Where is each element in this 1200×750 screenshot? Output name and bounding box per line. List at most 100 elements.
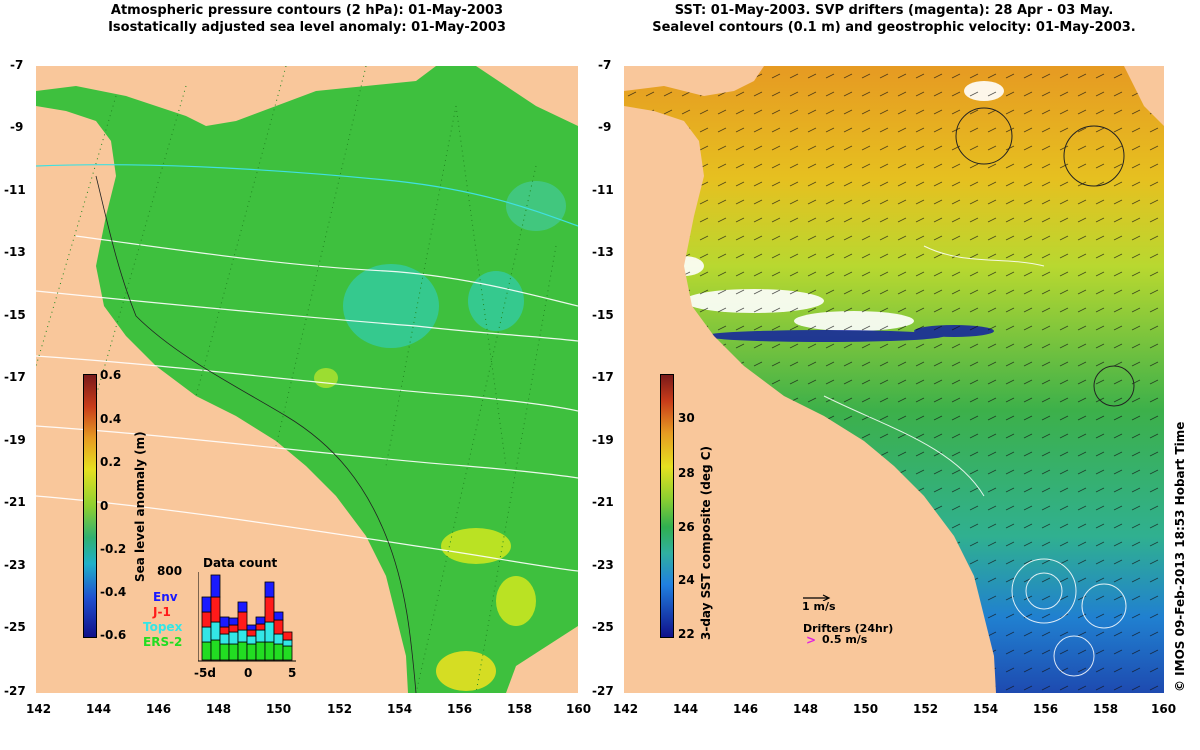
right-map	[624, 66, 1164, 693]
left-cyan-contour	[36, 164, 578, 227]
lat-tick: -23	[592, 558, 614, 572]
lat-tick: -13	[4, 245, 26, 259]
colorbar-tick: 0.4	[100, 412, 122, 426]
left-anomaly-low-1	[343, 264, 439, 348]
drifters-speed-label: 0.5 m/s	[822, 633, 868, 646]
lat-tick: -7	[598, 58, 612, 72]
left-anomaly-high-4	[314, 368, 338, 388]
lat-tick: -21	[592, 495, 614, 509]
left-land-se	[506, 626, 578, 693]
lat-tick: -27	[592, 684, 614, 698]
lon-tick: 154	[973, 702, 999, 716]
lat-tick: -17	[592, 370, 614, 384]
colorbar-tick: 30	[678, 411, 695, 425]
lon-tick: 146	[733, 702, 759, 716]
credit-text: © IMOS 09-Feb-2013 18:53 Hobart Time	[1173, 421, 1187, 692]
left-land-png	[36, 66, 436, 126]
data-count-histogram	[198, 572, 296, 662]
left-anomaly-high-1	[441, 528, 511, 564]
lat-tick: -17	[4, 370, 26, 384]
left-satellite-tracks	[36, 66, 557, 693]
left-anomaly-high-3	[436, 651, 496, 691]
lon-tick: 154	[387, 702, 413, 716]
drifter-marker-icon: >	[806, 633, 817, 647]
colorbar-tick: 28	[678, 466, 695, 480]
right-dark-contours	[955, 107, 1135, 407]
lat-tick: -7	[10, 58, 24, 72]
colorbar-tick: 26	[678, 520, 695, 534]
right-title-line2: Sealevel contours (0.1 m) and geostrophi…	[652, 20, 1136, 35]
colorbar-tick: -0.4	[100, 585, 127, 599]
lat-tick: -23	[4, 558, 26, 572]
lat-tick: -19	[592, 433, 614, 447]
left-pressure-contours	[36, 235, 578, 572]
right-land-ne	[1124, 66, 1164, 126]
legend-j1: J-1	[153, 605, 171, 619]
histogram-xtick: 0	[244, 666, 253, 680]
lat-tick: -27	[4, 684, 26, 698]
data-count-ymax: 800	[157, 564, 183, 578]
lon-tick: 144	[673, 702, 699, 716]
left-title-line2: Isostatically adjusted sea level anomaly…	[108, 20, 506, 35]
lon-tick: 160	[1151, 702, 1177, 716]
lat-tick: -9	[598, 120, 612, 134]
left-land-ne	[476, 66, 578, 126]
lon-tick: 150	[853, 702, 879, 716]
lat-tick: -19	[4, 433, 26, 447]
velocity-scale-label: 1 m/s	[802, 600, 836, 613]
left-map	[36, 66, 578, 693]
colorbar-tick: -0.6	[100, 628, 127, 642]
lat-tick: -25	[4, 620, 26, 634]
lat-tick: -9	[10, 120, 24, 134]
legend-env: Env	[153, 590, 178, 604]
lon-tick: 158	[507, 702, 533, 716]
lat-tick: -11	[4, 183, 26, 197]
lon-tick: 158	[1093, 702, 1119, 716]
lon-tick: 156	[447, 702, 473, 716]
lon-tick: 160	[566, 702, 592, 716]
lon-tick: 148	[206, 702, 232, 716]
right-land-png	[624, 66, 764, 96]
colorbar-tick: 0.6	[100, 368, 122, 382]
colorbar-tick: 0	[100, 499, 109, 513]
left-anomaly-high-2	[496, 576, 536, 626]
left-colorbar-label: Sea level anomaly (m)	[133, 431, 147, 582]
left-anomaly-low-2	[468, 271, 524, 331]
velocity-scale-arrow	[803, 594, 831, 601]
legend-ers2: ERS-2	[143, 635, 183, 649]
lat-tick: -21	[4, 495, 26, 509]
right-title-line1: SST: 01-May-2003. SVP drifters (magenta)…	[674, 3, 1114, 18]
lon-tick: 148	[793, 702, 819, 716]
data-count-title: Data count	[203, 556, 278, 570]
right-colorbar	[660, 374, 674, 638]
right-land-australia	[624, 106, 996, 693]
left-title: Atmospheric pressure contours (2 hPa): 0…	[36, 2, 578, 36]
lon-tick: 152	[327, 702, 353, 716]
right-title: SST: 01-May-2003. SVP drifters (magenta)…	[624, 2, 1164, 36]
colorbar-tick: -0.2	[100, 542, 127, 556]
left-land-australia	[36, 106, 408, 693]
lon-tick: 156	[1033, 702, 1059, 716]
lon-tick: 144	[86, 702, 112, 716]
right-colorbar-label: 3-day SST composite (deg C)	[699, 445, 713, 640]
colorbar-tick: 0.2	[100, 455, 122, 469]
left-title-line1: Atmospheric pressure contours (2 hPa): 0…	[110, 3, 504, 18]
histogram-xtick: -5d	[194, 666, 216, 680]
lon-tick: 152	[913, 702, 939, 716]
lon-tick: 142	[613, 702, 639, 716]
legend-topex: Topex	[143, 620, 183, 634]
left-shelf-outline	[95, 175, 417, 693]
lat-tick: -15	[4, 308, 26, 322]
lat-tick: -11	[592, 183, 614, 197]
lon-tick: 146	[146, 702, 172, 716]
lon-tick: 142	[26, 702, 52, 716]
right-sealevel-contours	[823, 245, 1127, 677]
histogram-bars	[201, 574, 293, 661]
left-anomaly-low-3	[506, 181, 566, 231]
lat-tick: -13	[592, 245, 614, 259]
lat-tick: -25	[592, 620, 614, 634]
lat-tick: -15	[592, 308, 614, 322]
histogram-xtick: 5	[288, 666, 297, 680]
colorbar-tick: 24	[678, 573, 695, 587]
left-colorbar	[83, 374, 97, 638]
